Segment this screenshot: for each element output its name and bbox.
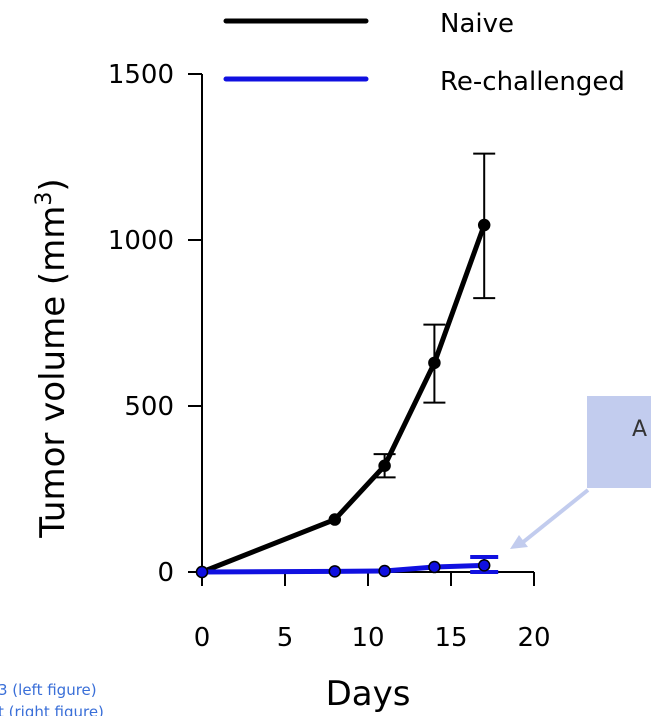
legend-label-rechallenged: Re-challenged — [440, 67, 625, 97]
data-point — [428, 356, 441, 370]
x-tick-label: 0 — [194, 623, 211, 653]
legend: Naive Re-challenged — [223, 9, 625, 97]
data-point — [195, 565, 209, 579]
legend-label-naive: Naive — [440, 9, 514, 39]
data-point — [428, 560, 441, 574]
data-point — [378, 564, 391, 578]
callout-arrow-head — [510, 535, 528, 549]
x-tick-label: 5 — [277, 623, 294, 653]
data-point — [378, 459, 391, 473]
y-axis-title-close: ) — [33, 178, 73, 191]
callout-arrow-line — [520, 488, 590, 545]
data-point — [477, 559, 491, 572]
x-tick-label: 10 — [351, 623, 384, 653]
y-tick-label: 1000 — [108, 226, 174, 256]
callout: A — [510, 396, 651, 549]
y-tick-label: 1500 — [108, 60, 174, 90]
y-axis-title-main: Tumor volume (mm — [33, 206, 73, 539]
y-axis-title: Tumor volume (mm3) — [32, 178, 73, 538]
series-line — [199, 222, 487, 575]
x-axis-title: Days — [326, 674, 411, 714]
callout-text: A — [632, 417, 647, 442]
footnote-line-2: 3 (left figure) — [0, 681, 97, 699]
x-tick-label: 20 — [517, 623, 550, 653]
y-tick-label: 0 — [157, 558, 174, 588]
data-point — [328, 513, 342, 526]
series-layer — [195, 152, 499, 579]
axes: 0 5 10 15 20 0 500 1000 1500 — [108, 60, 551, 653]
series-rechallenged — [195, 555, 499, 579]
callout-box — [587, 396, 651, 488]
data-point — [477, 218, 491, 232]
y-tick-label: 500 — [124, 392, 174, 422]
data-point — [328, 565, 342, 578]
x-tick-label: 15 — [434, 623, 467, 653]
ticks: 0 5 10 15 20 0 500 1000 1500 — [108, 60, 551, 653]
series-naive — [195, 152, 496, 579]
footnote-line-3: t (right figure) — [0, 703, 104, 716]
y-axis-title-superscript: 3 — [32, 192, 57, 206]
footnotes: 3 (left figure) t (right figure) — [0, 681, 104, 721]
